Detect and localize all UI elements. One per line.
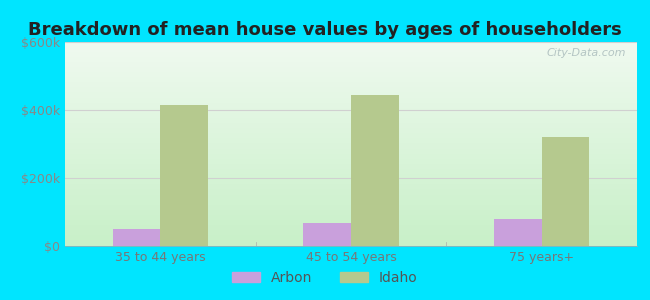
Bar [161,105,208,246]
Bar [541,137,590,246]
Bar [351,95,398,246]
Legend: Arbon, Idaho: Arbon, Idaho [227,265,423,290]
Text: City-Data.com: City-Data.com [546,48,625,58]
Bar [304,223,351,246]
Bar [112,229,161,246]
Text: Breakdown of mean house values by ages of householders: Breakdown of mean house values by ages o… [28,21,622,39]
Bar [494,219,541,246]
